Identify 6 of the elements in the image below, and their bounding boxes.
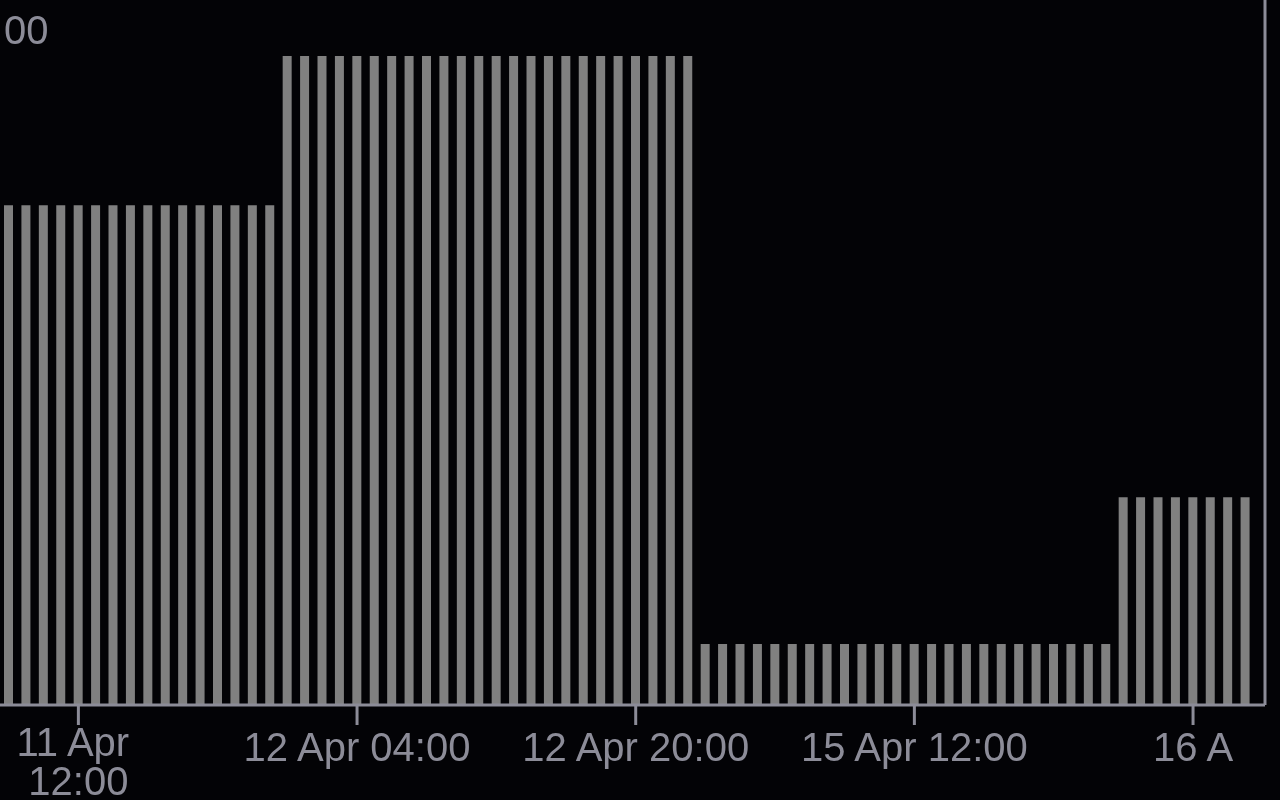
x-tick-label: 12 Apr 04:00 bbox=[243, 725, 471, 769]
x-tick-label: 15 Apr 12:00 bbox=[800, 725, 1028, 769]
x-tick-label: 12 Apr 20:00 bbox=[522, 725, 750, 769]
x-tick-label: 11 Apr 12:00 bbox=[16, 720, 141, 800]
x-tick-label: 16 A bbox=[1153, 725, 1234, 769]
text: 00 bbox=[4, 8, 49, 52]
